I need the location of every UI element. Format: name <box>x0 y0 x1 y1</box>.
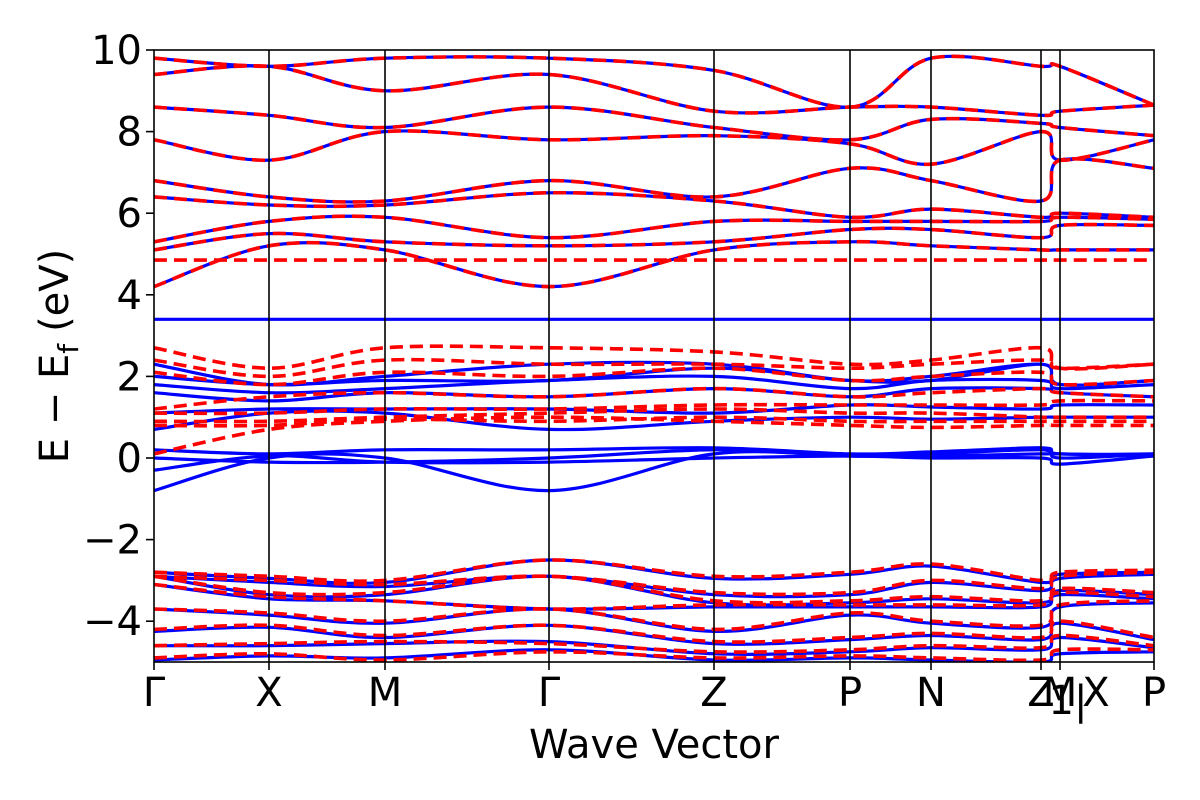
bands-blue-solid-band-10 <box>154 448 1154 465</box>
bands-red-dashed-band-11 <box>154 398 1154 416</box>
bands-red-dashed-band-20 <box>154 190 1154 220</box>
bands-red-dashed <box>154 54 1154 662</box>
bands-red-dashed-band-21 <box>154 157 1154 204</box>
bands-red-dashed-band-6 <box>154 570 1154 597</box>
bands-red-dashed-band-3 <box>154 599 1154 632</box>
y-tick-label: 4 <box>117 273 142 319</box>
bands-red-dashed-band-2 <box>154 619 1154 644</box>
series-layer <box>154 54 1154 662</box>
y-tick-label: 0 <box>117 436 142 482</box>
svg-text:E − Ef(eV): E − Ef (eV) <box>32 249 85 464</box>
bands-red-dashed-band-15 <box>154 344 1154 371</box>
x-axis-title: Wave Vector <box>529 722 780 768</box>
plot-background <box>154 50 1154 662</box>
bands-blue-solid-band-9 <box>154 454 1154 472</box>
bands-red-dashed-band-13 <box>154 366 1154 387</box>
x-tick-label-6: N <box>916 670 946 716</box>
bands-red-dashed-band-23 <box>154 105 1154 142</box>
y-axis-title: E − E <box>32 354 78 464</box>
bands-red-dashed-band-19 <box>154 214 1154 244</box>
x-tick-label-3: Γ <box>538 670 561 716</box>
bands-red-dashed-band-9 <box>154 415 1154 428</box>
x-tick-label-2: M <box>368 670 403 716</box>
y-tick-label: 2 <box>117 354 142 400</box>
bands-red-dashed-band-1 <box>154 633 1154 654</box>
x-axis-ticks: Γ X M Γ Z P N ZM P1|X <box>143 662 1166 724</box>
y-axis-title-unit: (eV) <box>32 249 78 332</box>
y-tick-label: −4 <box>83 599 142 645</box>
y-axis-title-group: E − Ef (eV) <box>32 249 85 464</box>
bands-red-dashed-band-5 <box>154 574 1154 605</box>
bands-red-dashed-band-4 <box>154 582 1154 611</box>
y-tick-label: 10 <box>91 28 142 74</box>
bands-blue-solid-band-15 <box>154 374 1154 395</box>
x-tick-label-0: Γ <box>143 670 166 716</box>
x-tick-label-9: P <box>1142 670 1166 716</box>
bands-blue-solid-band-5 <box>154 574 1154 607</box>
x-extra-label-0: 1| <box>1049 678 1088 724</box>
bands-blue-solid-band-6 <box>154 572 1154 599</box>
bands-red-dashed-band-7 <box>154 558 1154 583</box>
bands-red-dashed-band-10 <box>154 407 1154 424</box>
x-tick-label-8: M <box>1043 670 1078 716</box>
x-tick-label-5: P <box>838 670 862 716</box>
x-extra-label-1: X <box>1082 670 1109 716</box>
high-symmetry-lines <box>268 50 1061 662</box>
bands-red-dashed-band-17 <box>154 239 1154 289</box>
y-tick-label: 8 <box>117 110 142 156</box>
bands-blue-solid-band-1 <box>154 635 1154 656</box>
bands-red-dashed-band-24 <box>154 64 1154 118</box>
bands-red-dashed-band-22 <box>154 129 1154 167</box>
y-tick-label: −2 <box>83 518 142 564</box>
plot-frame <box>153 49 1155 663</box>
x-tick-label-7: Z <box>1027 670 1054 716</box>
bands-blue-solid-band-14 <box>154 386 1154 403</box>
bands-red-dashed-band-12 <box>154 386 1154 411</box>
x-tick-label-1: X <box>255 670 282 716</box>
bands-blue-solid-band-2 <box>154 621 1154 646</box>
x-tick-label-4: Z <box>700 670 727 716</box>
y-axis-title-subscript: f <box>52 343 85 354</box>
bands-red-dashed-band-8 <box>154 415 1154 456</box>
bands-red-dashed-band-14 <box>154 357 1154 379</box>
y-axis-ticks: −4 −2 0 2 4 6 8 10 <box>83 28 154 645</box>
bands-red-dashed-band-25 <box>154 54 1154 109</box>
bands-blue-solid-band-8 <box>154 450 1154 493</box>
bands-red-dashed-band-18 <box>154 222 1154 252</box>
y-tick-label: 6 <box>117 191 142 237</box>
bands-red-dashed-band-0 <box>154 647 1154 662</box>
bands-blue-solid-band-11 <box>154 446 1154 456</box>
bands-blue-solid-band-13 <box>154 403 1154 415</box>
